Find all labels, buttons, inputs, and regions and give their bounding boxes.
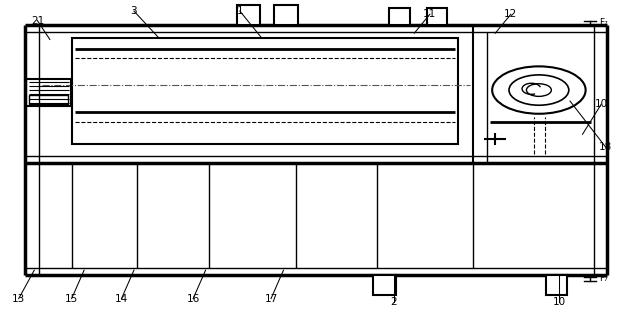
Text: 15: 15 bbox=[65, 294, 78, 304]
Text: 21: 21 bbox=[31, 15, 44, 26]
Text: 18: 18 bbox=[599, 142, 612, 152]
Text: 16: 16 bbox=[186, 294, 200, 304]
Text: 1: 1 bbox=[237, 6, 243, 16]
Bar bbox=[26, 79, 71, 106]
Text: 13: 13 bbox=[12, 294, 26, 304]
Bar bbox=[546, 275, 567, 295]
Text: 11: 11 bbox=[423, 9, 437, 19]
Text: 10: 10 bbox=[594, 99, 608, 109]
Bar bbox=[373, 275, 396, 295]
Text: 2: 2 bbox=[391, 297, 397, 307]
Text: 3: 3 bbox=[131, 6, 137, 16]
Bar bbox=[274, 5, 298, 25]
Bar bbox=[237, 5, 260, 25]
Bar bbox=[29, 95, 68, 104]
Bar bbox=[72, 38, 458, 144]
Text: 17: 17 bbox=[264, 294, 278, 304]
Text: 10: 10 bbox=[553, 297, 566, 307]
Text: 12: 12 bbox=[504, 9, 518, 19]
Bar bbox=[427, 8, 447, 25]
Bar bbox=[389, 8, 410, 25]
Text: F₇: F₇ bbox=[599, 18, 608, 27]
Text: F₇: F₇ bbox=[599, 274, 608, 283]
Text: 14: 14 bbox=[115, 294, 128, 304]
